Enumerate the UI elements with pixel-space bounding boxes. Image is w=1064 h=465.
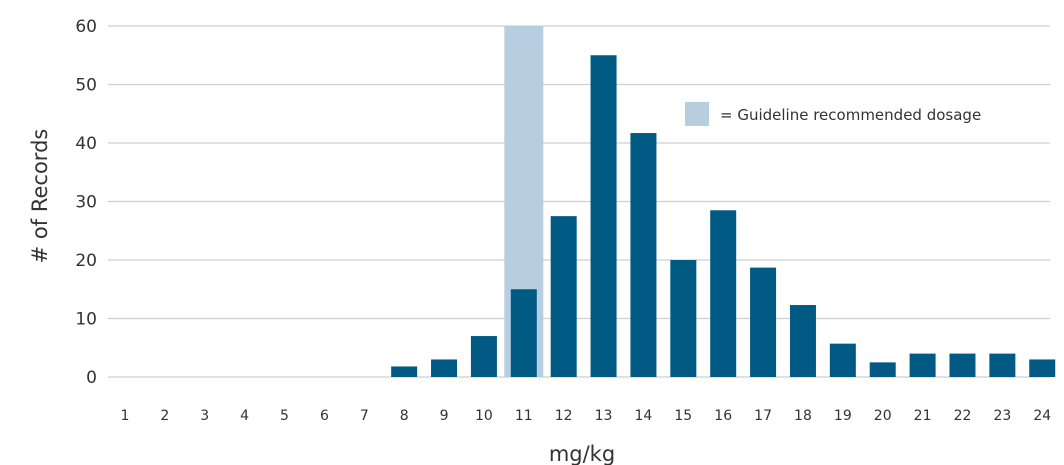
x-tick-label-23: 23 bbox=[993, 408, 1011, 424]
bar-11 bbox=[510, 289, 537, 377]
x-tick-labels: 1234567891011121314151617181920212223242… bbox=[121, 408, 1052, 424]
x-tick-label-12: 12 bbox=[555, 408, 573, 424]
x-tick-label-18: 18 bbox=[794, 408, 812, 424]
x-tick-label-6: 6 bbox=[320, 408, 329, 424]
x-tick-label-3: 3 bbox=[200, 408, 209, 424]
x-tick-label-5: 5 bbox=[280, 408, 289, 424]
grid-lines bbox=[108, 25, 1050, 378]
bar-16 bbox=[710, 210, 737, 377]
y-tick-label-20: 20 bbox=[75, 251, 97, 271]
bar-15 bbox=[670, 260, 697, 377]
x-axis-title: mg/kg bbox=[549, 442, 615, 465]
x-tick-label-14: 14 bbox=[635, 408, 653, 424]
x-tick-label-10: 10 bbox=[475, 408, 493, 424]
x-tick-label-11: 11 bbox=[515, 408, 533, 424]
bar-24 bbox=[1029, 359, 1056, 377]
bar-21 bbox=[909, 353, 936, 377]
x-tick-label-9: 9 bbox=[440, 408, 449, 424]
bar-14 bbox=[630, 133, 657, 377]
y-tick-label-0: 0 bbox=[86, 368, 97, 388]
bar-20 bbox=[869, 362, 896, 377]
x-tick-label-8: 8 bbox=[400, 408, 409, 424]
y-tick-label-50: 50 bbox=[75, 76, 97, 96]
x-tick-label-22: 22 bbox=[954, 408, 972, 424]
bar-18 bbox=[789, 305, 816, 377]
y-tick-label-60: 60 bbox=[75, 17, 97, 37]
legend: = Guideline recommended dosage bbox=[685, 102, 981, 126]
bar-22 bbox=[949, 353, 976, 377]
legend-swatch bbox=[685, 102, 709, 126]
x-tick-label-24: 24 bbox=[1033, 408, 1051, 424]
y-tick-labels: 0 10 20 30 40 50 60 bbox=[75, 17, 97, 388]
bars bbox=[391, 55, 1056, 377]
y-tick-label-30: 30 bbox=[75, 193, 97, 213]
x-tick-label-1: 1 bbox=[121, 408, 130, 424]
x-tick-label-21: 21 bbox=[914, 408, 932, 424]
bar-23 bbox=[989, 353, 1016, 377]
bar-12 bbox=[550, 216, 577, 377]
y-tick-label-40: 40 bbox=[75, 134, 97, 154]
x-tick-label-17: 17 bbox=[754, 408, 772, 424]
y-tick-label-10: 10 bbox=[75, 310, 97, 330]
x-tick-label-15: 15 bbox=[674, 408, 692, 424]
bar-13 bbox=[590, 55, 617, 377]
x-tick-label-20: 20 bbox=[874, 408, 892, 424]
bar-17 bbox=[750, 267, 777, 377]
bar-10 bbox=[470, 336, 497, 377]
x-tick-label-13: 13 bbox=[595, 408, 613, 424]
y-axis-title: # of Records bbox=[28, 129, 52, 264]
bar-9 bbox=[431, 359, 458, 377]
legend-label: = Guideline recommended dosage bbox=[720, 106, 981, 124]
x-tick-label-19: 19 bbox=[834, 408, 852, 424]
bar-8 bbox=[391, 366, 418, 377]
x-tick-label-4: 4 bbox=[240, 408, 249, 424]
x-tick-label-2: 2 bbox=[160, 408, 169, 424]
x-tick-label-16: 16 bbox=[714, 408, 732, 424]
x-tick-label-7: 7 bbox=[360, 408, 369, 424]
bar-19 bbox=[829, 343, 856, 377]
